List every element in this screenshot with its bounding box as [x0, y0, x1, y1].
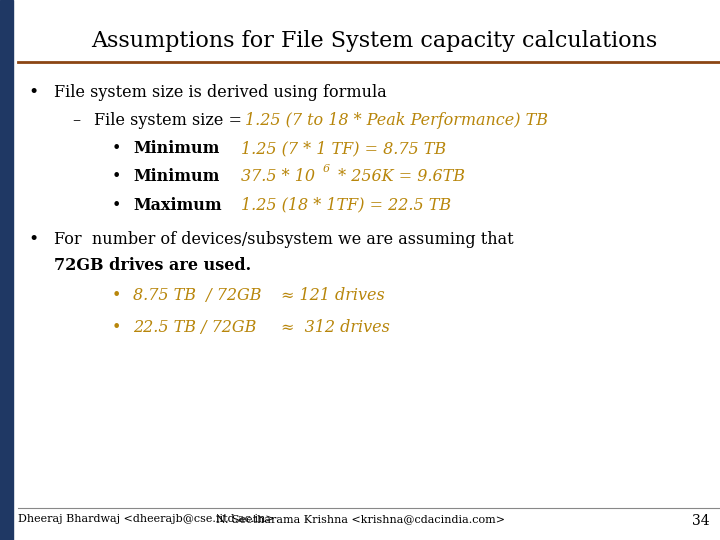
Text: Dheeraj Bhardwaj <dheerajb@cse.iitd.ac.in>: Dheeraj Bhardwaj <dheerajb@cse.iitd.ac.i…: [18, 514, 274, 524]
Text: Minimum: Minimum: [133, 168, 220, 185]
Text: 1.25 (7 * 1 TF) = 8.75 TB: 1.25 (7 * 1 TF) = 8.75 TB: [241, 140, 446, 157]
Text: File system size =: File system size =: [94, 112, 247, 129]
Text: •: •: [112, 197, 121, 213]
Text: For  number of devices/subsystem we are assuming that: For number of devices/subsystem we are a…: [54, 231, 513, 248]
Text: •: •: [112, 319, 121, 335]
Text: 22.5 TB / 72GB: 22.5 TB / 72GB: [133, 319, 256, 335]
Text: ≈  312 drives: ≈ 312 drives: [281, 319, 390, 335]
Text: N. Seetharama Krishna <krishna@cdacindia.com>: N. Seetharama Krishna <krishna@cdacindia…: [215, 514, 505, 524]
Text: 72GB drives are used.: 72GB drives are used.: [54, 256, 251, 273]
Text: 37.5 * 10: 37.5 * 10: [241, 168, 315, 185]
Text: Minimum: Minimum: [133, 140, 220, 157]
Bar: [0, 0, 13, 540]
Text: •: •: [112, 168, 121, 185]
Text: File system size is derived using formula: File system size is derived using formul…: [54, 84, 387, 100]
Text: Assumptions for File System capacity calculations: Assumptions for File System capacity cal…: [91, 30, 657, 52]
Text: –: –: [72, 112, 80, 129]
Text: •: •: [29, 231, 39, 248]
Text: 8.75 TB  / 72GB: 8.75 TB / 72GB: [133, 287, 261, 304]
Text: 34: 34: [692, 514, 709, 528]
Text: * 256K = 9.6TB: * 256K = 9.6TB: [333, 168, 465, 185]
Text: •: •: [29, 84, 39, 100]
Text: 6: 6: [323, 164, 330, 174]
Text: 1.25 (7 to 18 * Peak Performance) TB: 1.25 (7 to 18 * Peak Performance) TB: [245, 112, 548, 129]
Text: Maximum: Maximum: [133, 197, 222, 213]
Text: •: •: [112, 140, 121, 157]
Text: ≈ 121 drives: ≈ 121 drives: [281, 287, 384, 304]
Text: 1.25 (18 * 1TF) = 22.5 TB: 1.25 (18 * 1TF) = 22.5 TB: [241, 197, 451, 213]
Text: •: •: [112, 287, 121, 304]
